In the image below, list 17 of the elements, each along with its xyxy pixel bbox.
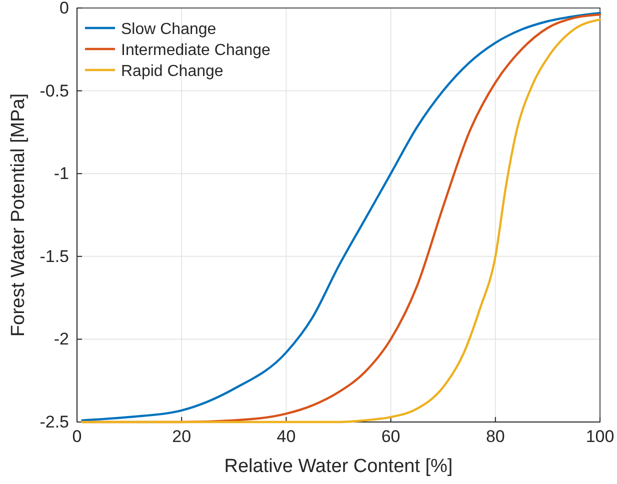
x-tick-label: 20 (172, 427, 192, 446)
x-tick-label: 0 (72, 427, 82, 446)
legend-label: Rapid Change (121, 63, 224, 80)
y-tick-label: -2 (54, 330, 69, 349)
legend-label: Slow Change (121, 21, 216, 38)
y-tick-label: -1 (54, 164, 69, 184)
x-tick-label: 100 (586, 427, 614, 446)
y-tick-label: -0.5 (40, 81, 69, 100)
y-tick-label: -2.5 (40, 412, 69, 432)
legend-label: Intermediate Change (121, 42, 271, 59)
x-tick-label: 80 (486, 427, 505, 446)
y-tick-label: -1.5 (40, 246, 69, 266)
y-axis-title: Forest Water Potential [MPa] (8, 93, 29, 337)
x-axis-title: Relative Water Content [%] (224, 456, 453, 477)
x-tick-label: 40 (276, 427, 296, 446)
y-tick-label: 0 (60, 0, 69, 18)
x-tick-label: 60 (381, 427, 400, 446)
